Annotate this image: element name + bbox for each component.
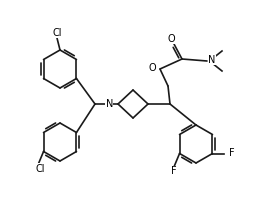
Text: Cl: Cl <box>52 28 61 38</box>
Text: N: N <box>105 99 113 109</box>
Text: F: F <box>229 149 234 159</box>
Text: Cl: Cl <box>36 163 45 174</box>
Text: N: N <box>207 55 215 65</box>
Text: F: F <box>170 166 176 177</box>
Text: O: O <box>167 34 174 44</box>
Text: O: O <box>148 63 155 73</box>
